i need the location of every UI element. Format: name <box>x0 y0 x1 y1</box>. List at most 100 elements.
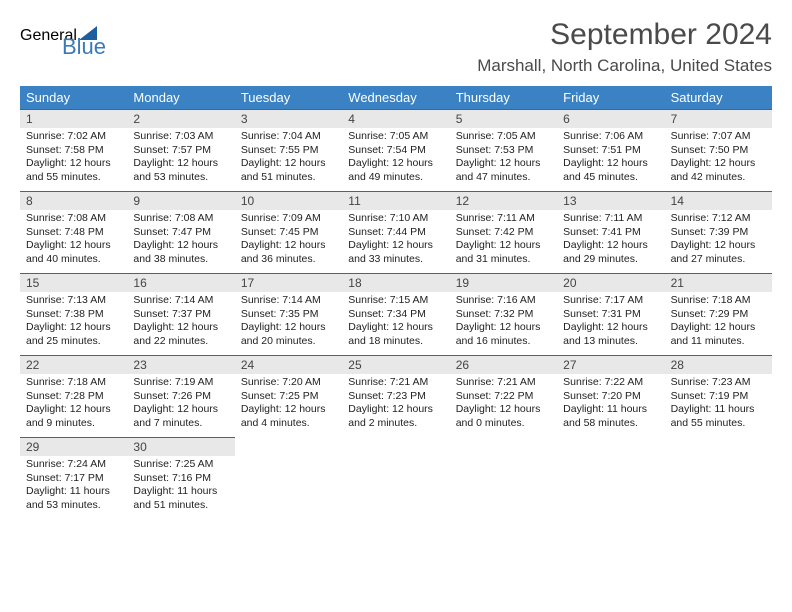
day-cell: 8Sunrise: 7:08 AMSunset: 7:48 PMDaylight… <box>20 191 127 273</box>
day-cell: 27Sunrise: 7:22 AMSunset: 7:20 PMDayligh… <box>557 355 664 437</box>
day-number: 25 <box>342 356 449 374</box>
day-number: 8 <box>20 192 127 210</box>
daylight-line: Daylight: 12 hours and 18 minutes. <box>348 321 443 348</box>
day-number: 15 <box>20 274 127 292</box>
sunrise-line: Sunrise: 7:11 AM <box>563 212 658 226</box>
sunset-line: Sunset: 7:58 PM <box>26 144 121 158</box>
sunrise-line: Sunrise: 7:20 AM <box>241 376 336 390</box>
day-number: 1 <box>20 110 127 128</box>
sunrise-line: Sunrise: 7:23 AM <box>671 376 766 390</box>
sunset-line: Sunset: 7:44 PM <box>348 226 443 240</box>
sunset-line: Sunset: 7:50 PM <box>671 144 766 158</box>
day-number: 12 <box>450 192 557 210</box>
day-cell: 26Sunrise: 7:21 AMSunset: 7:22 PMDayligh… <box>450 355 557 437</box>
sunset-line: Sunset: 7:57 PM <box>133 144 228 158</box>
daylight-line: Daylight: 12 hours and 51 minutes. <box>241 157 336 184</box>
day-number: 17 <box>235 274 342 292</box>
month-title: September 2024 <box>477 18 772 52</box>
day-cell: 22Sunrise: 7:18 AMSunset: 7:28 PMDayligh… <box>20 355 127 437</box>
sunrise-line: Sunrise: 7:19 AM <box>133 376 228 390</box>
sunset-line: Sunset: 7:25 PM <box>241 390 336 404</box>
daylight-line: Daylight: 11 hours and 58 minutes. <box>563 403 658 430</box>
daylight-line: Daylight: 12 hours and 33 minutes. <box>348 239 443 266</box>
daylight-line: Daylight: 11 hours and 53 minutes. <box>26 485 121 512</box>
daylight-line: Daylight: 12 hours and 47 minutes. <box>456 157 551 184</box>
sunrise-line: Sunrise: 7:25 AM <box>133 458 228 472</box>
day-cell: 23Sunrise: 7:19 AMSunset: 7:26 PMDayligh… <box>127 355 234 437</box>
day-number: 20 <box>557 274 664 292</box>
day-number: 3 <box>235 110 342 128</box>
day-cell: 11 Sunrise: 7:10 AMSunset: 7:44 PMDayligh… <box>342 191 449 273</box>
day-cell: 12Sunrise: 7:11 AMSunset: 7:42 PMDayligh… <box>450 191 557 273</box>
empty-cell <box>342 437 449 519</box>
day-cell: 25Sunrise: 7:21 AMSunset: 7:23 PMDayligh… <box>342 355 449 437</box>
sunset-line: Sunset: 7:19 PM <box>671 390 766 404</box>
weekday-header: Saturday <box>665 86 772 109</box>
sunrise-line: Sunrise: 7:10 AM <box>348 212 443 226</box>
day-number: 2 <box>127 110 234 128</box>
day-number: 11 <box>342 192 449 210</box>
day-cell: 14Sunrise: 7:12 AMSunset: 7:39 PMDayligh… <box>665 191 772 273</box>
sunset-line: Sunset: 7:47 PM <box>133 226 228 240</box>
empty-cell <box>450 437 557 519</box>
daylight-line: Daylight: 12 hours and 25 minutes. <box>26 321 121 348</box>
day-number: 19 <box>450 274 557 292</box>
sunrise-line: Sunrise: 7:04 AM <box>241 130 336 144</box>
day-cell: 4Sunrise: 7:05 AMSunset: 7:54 PMDaylight… <box>342 109 449 191</box>
day-cell: 10Sunrise: 7:09 AMSunset: 7:45 PMDayligh… <box>235 191 342 273</box>
sunset-line: Sunset: 7:31 PM <box>563 308 658 322</box>
sunset-line: Sunset: 7:16 PM <box>133 472 228 486</box>
day-cell: 18Sunrise: 7:15 AMSunset: 7:34 PMDayligh… <box>342 273 449 355</box>
sunrise-line: Sunrise: 7:02 AM <box>26 130 121 144</box>
weekday-header: Tuesday <box>235 86 342 109</box>
logo-word-blue: Blue <box>62 37 106 57</box>
daylight-line: Daylight: 12 hours and 11 minutes. <box>671 321 766 348</box>
day-number: 10 <box>235 192 342 210</box>
title-block: September 2024 Marshall, North Carolina,… <box>477 18 772 76</box>
sunrise-line: Sunrise: 7:18 AM <box>26 376 121 390</box>
sunrise-line: Sunrise: 7:03 AM <box>133 130 228 144</box>
sunset-line: Sunset: 7:55 PM <box>241 144 336 158</box>
day-cell: 3 Sunrise: 7:04 AMSunset: 7:55 PMDaylight… <box>235 109 342 191</box>
daylight-line: Daylight: 12 hours and 22 minutes. <box>133 321 228 348</box>
sunrise-line: Sunrise: 7:13 AM <box>26 294 121 308</box>
calendar-header-row: SundayMondayTuesdayWednesdayThursdayFrid… <box>20 86 772 109</box>
sunrise-line: Sunrise: 7:11 AM <box>456 212 551 226</box>
day-number: 21 <box>665 274 772 292</box>
sunset-line: Sunset: 7:34 PM <box>348 308 443 322</box>
day-number: 28 <box>665 356 772 374</box>
sunrise-line: Sunrise: 7:08 AM <box>26 212 121 226</box>
sunset-line: Sunset: 7:20 PM <box>563 390 658 404</box>
sunset-line: Sunset: 7:37 PM <box>133 308 228 322</box>
weekday-header: Monday <box>127 86 234 109</box>
day-number: 22 <box>20 356 127 374</box>
daylight-line: Daylight: 12 hours and 20 minutes. <box>241 321 336 348</box>
day-number: 26 <box>450 356 557 374</box>
empty-cell <box>235 437 342 519</box>
day-cell: 30Sunrise: 7:25 AMSunset: 7:16 PMDayligh… <box>127 437 234 519</box>
day-cell: 21Sunrise: 7:18 AMSunset: 7:29 PMDayligh… <box>665 273 772 355</box>
daylight-line: Daylight: 12 hours and 13 minutes. <box>563 321 658 348</box>
daylight-line: Daylight: 12 hours and 0 minutes. <box>456 403 551 430</box>
day-number: 29 <box>20 438 127 456</box>
daylight-line: Daylight: 11 hours and 51 minutes. <box>133 485 228 512</box>
calendar-body: 1 Sunrise: 7:02 AMSunset: 7:58 PM Daylight… <box>20 109 772 519</box>
day-cell: 19Sunrise: 7:16 AMSunset: 7:32 PMDayligh… <box>450 273 557 355</box>
day-cell: 24Sunrise: 7:20 AMSunset: 7:25 PMDayligh… <box>235 355 342 437</box>
sunset-line: Sunset: 7:32 PM <box>456 308 551 322</box>
daylight-line: Daylight: 12 hours and 16 minutes. <box>456 321 551 348</box>
sunrise-line: Sunrise: 7:21 AM <box>348 376 443 390</box>
daylight-line: Daylight: 12 hours and 4 minutes. <box>241 403 336 430</box>
sunset-line: Sunset: 7:41 PM <box>563 226 658 240</box>
daylight-line: Daylight: 12 hours and 29 minutes. <box>563 239 658 266</box>
day-number: 14 <box>665 192 772 210</box>
day-number: 23 <box>127 356 234 374</box>
daylight-line: Daylight: 12 hours and 40 minutes. <box>26 239 121 266</box>
sunrise-line: Sunrise: 7:05 AM <box>348 130 443 144</box>
sunset-line: Sunset: 7:39 PM <box>671 226 766 240</box>
day-cell: 7Sunrise: 7:07 AMSunset: 7:50 PMDaylight… <box>665 109 772 191</box>
day-number: 4 <box>342 110 449 128</box>
weekday-header: Thursday <box>450 86 557 109</box>
sunrise-line: Sunrise: 7:22 AM <box>563 376 658 390</box>
sunrise-line: Sunrise: 7:12 AM <box>671 212 766 226</box>
